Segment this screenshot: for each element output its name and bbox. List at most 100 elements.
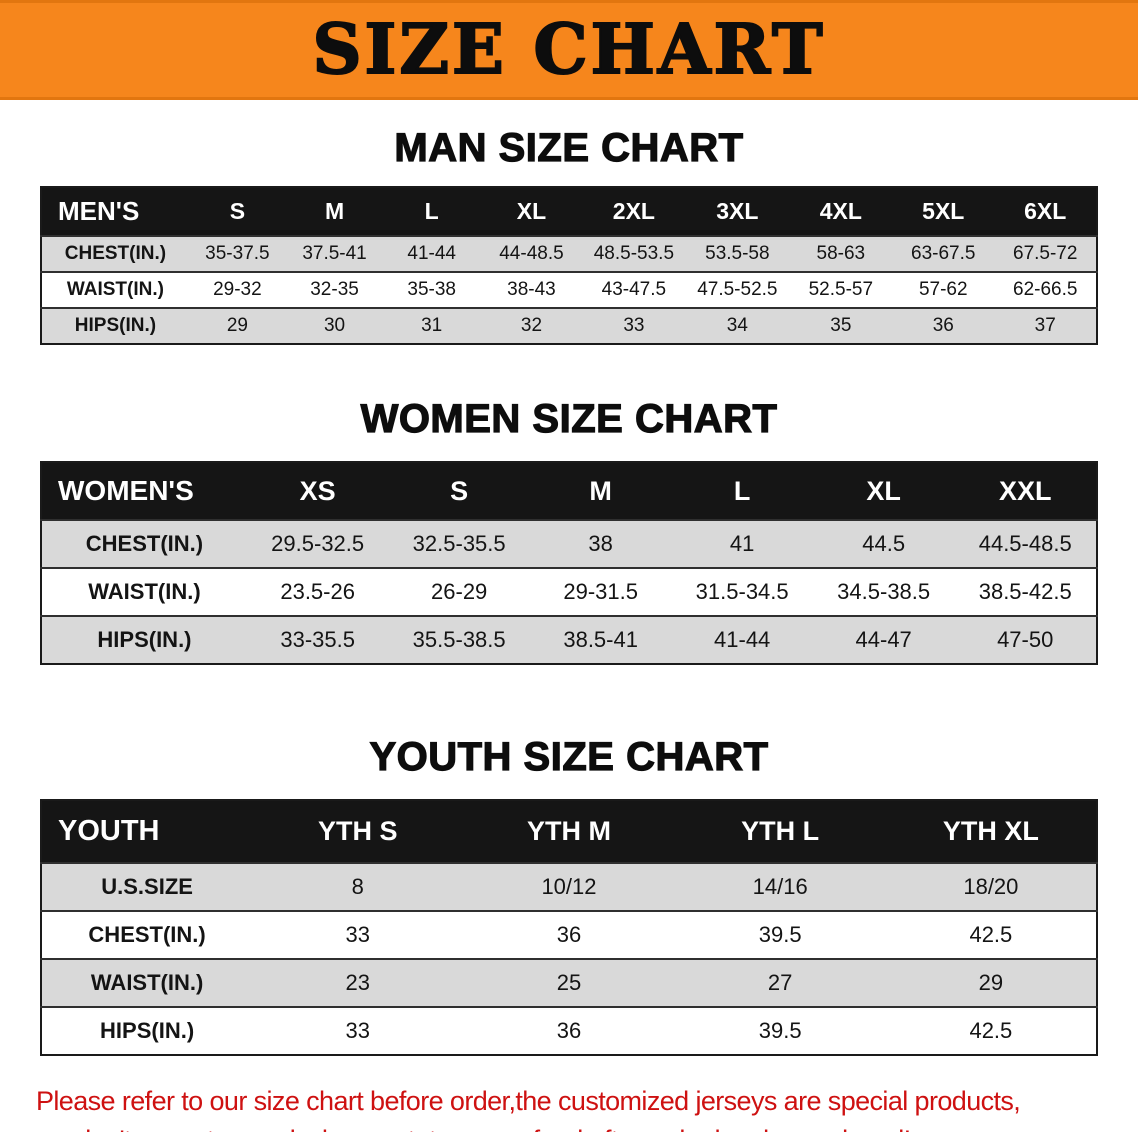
- col-header: 5XL: [892, 187, 995, 236]
- size-cell: 47-50: [997, 627, 1054, 652]
- size-cell: 33: [623, 315, 645, 336]
- size-cell: 29: [226, 315, 248, 336]
- col-header: L: [671, 462, 813, 520]
- size-cell: 34.5-38.5: [837, 579, 931, 604]
- row-label: HIPS(IN.): [100, 1018, 195, 1043]
- row-label: HIPS(IN.): [97, 627, 192, 652]
- youth-section-heading: YOUTH SIZE CHART: [369, 734, 769, 779]
- col-header: XXL: [954, 462, 1097, 520]
- size-cell: 41-44: [407, 243, 456, 264]
- col-header: 2XL: [582, 187, 686, 236]
- men-section-heading: MAN SIZE CHART: [394, 125, 744, 170]
- size-cell: 62-66.5: [1013, 279, 1078, 300]
- size-cell: 29-32: [213, 279, 262, 300]
- size-cell: 23.5-26: [280, 579, 355, 604]
- size-cell: 41-44: [714, 627, 771, 652]
- size-cell: 31.5-34.5: [695, 579, 789, 604]
- row-label: HIPS(IN.): [74, 315, 157, 336]
- size-cell: 39.5: [758, 922, 802, 947]
- size-cell: 29.5-32.5: [271, 531, 365, 556]
- youth-size-table: YOUTH YTH S YTH M YTH L YTH XL U.S.SIZE …: [40, 799, 1098, 1056]
- row-label: WAIST(IN.): [66, 279, 164, 300]
- table-row: WAIST(IN.) 23 25 27 29: [41, 959, 1097, 1007]
- col-header: XS: [246, 462, 389, 520]
- row-label: WAIST(IN.): [90, 970, 204, 995]
- size-cell: 37: [1034, 315, 1056, 336]
- col-header: XL: [480, 187, 583, 236]
- size-cell: 38.5-41: [563, 627, 638, 652]
- size-cell: 23: [345, 970, 371, 995]
- size-cell: 36: [556, 922, 582, 947]
- size-cell: 37.5-41: [302, 243, 367, 264]
- col-header: S: [388, 462, 530, 520]
- col-header: 6XL: [994, 187, 1097, 236]
- size-cell: 14/16: [752, 874, 808, 899]
- row-label: CHEST(IN.): [85, 531, 204, 556]
- table-row: CHEST(IN.) 33 36 39.5 42.5: [41, 911, 1097, 959]
- table-row: CHEST(IN.) 35-37.5 37.5-41 41-44 44-48.5…: [41, 236, 1097, 272]
- row-label: CHEST(IN.): [88, 922, 206, 947]
- size-cell: 43-47.5: [601, 279, 667, 300]
- youth-header-row: YOUTH YTH S YTH M YTH L YTH XL: [41, 800, 1097, 863]
- women-section-heading: WOMEN SIZE CHART: [360, 396, 778, 441]
- col-header: 4XL: [789, 187, 893, 236]
- size-cell: 44.5: [862, 531, 906, 556]
- size-chart-banner: SIZE CHART: [0, 0, 1138, 100]
- table-row: U.S.SIZE 8 10/12 14/16 18/20: [41, 863, 1097, 911]
- col-header: M: [285, 187, 384, 236]
- women-size-table: WOMEN'S XS S M L XL XXL CHEST(IN.) 29.5-…: [40, 461, 1098, 665]
- women-header-row: WOMEN'S XS S M L XL XXL: [41, 462, 1097, 520]
- size-cell: 42.5: [969, 1018, 1013, 1043]
- table-row: CHEST(IN.) 29.5-32.5 32.5-35.5 38 41 44.…: [41, 520, 1097, 568]
- size-cell: 33: [345, 1018, 371, 1043]
- size-cell: 42.5: [969, 922, 1013, 947]
- size-cell: 35-37.5: [205, 243, 270, 264]
- size-cell: 52.5-57: [808, 279, 874, 300]
- size-cell: 31: [421, 315, 443, 336]
- men-header-row: MEN'S S M L XL 2XL 3XL 4XL 5XL 6XL: [41, 187, 1097, 236]
- size-cell: 41: [729, 531, 755, 556]
- size-cell: 30: [323, 315, 346, 336]
- disclaimer-note: Please refer to our size chart before or…: [0, 1082, 1138, 1132]
- size-cell: 18/20: [963, 874, 1019, 899]
- table-row: HIPS(IN.) 29 30 31 32 33 34 35 36 37: [41, 308, 1097, 344]
- size-cell: 10/12: [541, 874, 597, 899]
- size-cell: 35-38: [407, 279, 456, 300]
- col-header: YTH M: [463, 800, 675, 863]
- size-cell: 39.5: [758, 1018, 802, 1043]
- table-row: WAIST(IN.) 23.5-26 26-29 29-31.5 31.5-34…: [41, 568, 1097, 616]
- table-row: WAIST(IN.) 29-32 32-35 35-38 38-43 43-47…: [41, 272, 1097, 308]
- col-header: YTH XL: [885, 800, 1097, 863]
- size-cell: 25: [556, 970, 582, 995]
- col-header: YTH L: [674, 800, 886, 863]
- row-label: CHEST(IN.): [64, 243, 167, 264]
- size-cell: 29-31.5: [563, 579, 638, 604]
- size-cell: 36: [556, 1018, 582, 1043]
- row-label: WAIST(IN.): [88, 579, 201, 604]
- col-header: YTH S: [252, 800, 464, 863]
- size-cell: 32-35: [310, 279, 359, 300]
- size-cell: 32.5-35.5: [412, 531, 506, 556]
- size-cell: 29: [978, 970, 1004, 995]
- col-header: S: [188, 187, 286, 236]
- size-cell: 33: [345, 922, 371, 947]
- col-header: L: [383, 187, 481, 236]
- size-cell: 35: [830, 315, 852, 336]
- women-table-corner-label: WOMEN'S: [41, 462, 247, 520]
- size-cell: 38-43: [507, 279, 556, 300]
- size-cell: 48.5-53.5: [593, 243, 675, 264]
- size-cell: 8: [351, 874, 364, 899]
- men-size-table: MEN'S S M L XL 2XL 3XL 4XL 5XL 6XL CHEST…: [40, 186, 1098, 345]
- size-cell: 67.5-72: [1013, 243, 1078, 264]
- size-cell: 47.5-52.5: [697, 279, 778, 300]
- size-cell: 32: [520, 315, 543, 336]
- size-cell: 35.5-38.5: [412, 627, 506, 652]
- size-cell: 44-47: [855, 627, 912, 652]
- col-header: 3XL: [685, 187, 790, 236]
- size-cell: 26-29: [431, 579, 488, 604]
- row-label: U.S.SIZE: [101, 874, 193, 899]
- table-row: HIPS(IN.) 33-35.5 35.5-38.5 38.5-41 41-4…: [41, 616, 1097, 664]
- banner-title: SIZE CHART: [311, 10, 826, 90]
- youth-table-corner-label: YOUTH: [41, 800, 253, 863]
- disclaimer-line-1: Please refer to our size chart before or…: [36, 1086, 1021, 1116]
